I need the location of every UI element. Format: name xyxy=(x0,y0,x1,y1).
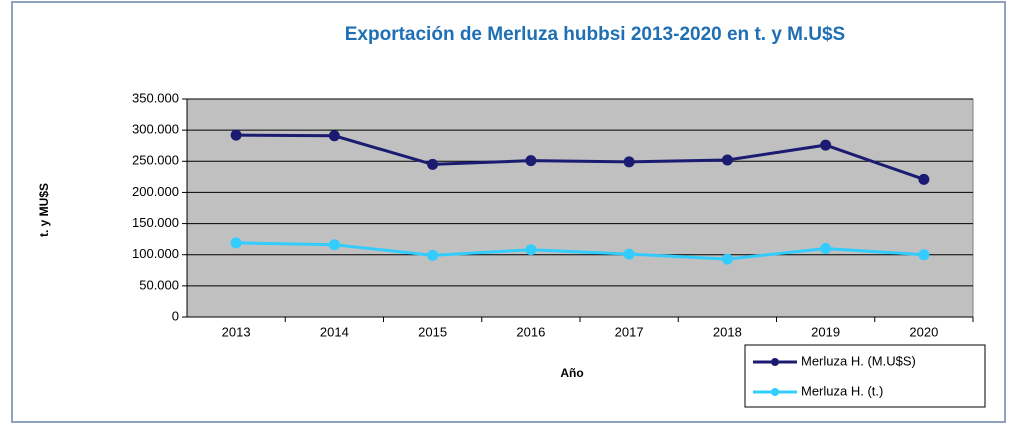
y-tick-label: 100.000 xyxy=(132,246,179,261)
x-tick-label: 2014 xyxy=(320,324,349,339)
series-marker xyxy=(820,139,832,151)
x-tick-label: 2015 xyxy=(418,324,447,339)
y-tick-label: 150.000 xyxy=(132,215,179,230)
series-marker xyxy=(328,130,340,142)
series-marker xyxy=(721,154,733,166)
series-marker xyxy=(525,244,537,256)
plot-area xyxy=(186,98,974,318)
y-tick-label: 50.000 xyxy=(139,277,179,292)
series-marker xyxy=(918,173,930,185)
series-marker xyxy=(427,249,439,261)
y-tick-label: 250.000 xyxy=(132,153,179,168)
series-line xyxy=(236,241,924,261)
x-tick-label: 2019 xyxy=(811,324,840,339)
series-marker xyxy=(525,155,537,167)
x-tick-label: 2017 xyxy=(615,324,644,339)
series-marker xyxy=(230,129,242,141)
x-tick-label: 2018 xyxy=(713,324,742,339)
series-line xyxy=(236,133,925,181)
y-tick-label: 350.000 xyxy=(132,90,179,105)
x-tick-label: 2016 xyxy=(516,324,545,339)
y-tick-label: 200.000 xyxy=(132,184,179,199)
series-marker xyxy=(427,158,439,170)
series-marker xyxy=(721,253,733,265)
legend-label: Merluza H. (M.U$S) xyxy=(801,353,916,368)
series-marker xyxy=(623,248,635,260)
x-axis-title: Año xyxy=(560,366,583,380)
series-marker xyxy=(623,156,635,168)
series-marker xyxy=(328,239,340,251)
series-marker xyxy=(918,249,930,261)
chart-title: Exportación de Merluza hubbsi 2013-2020 … xyxy=(345,24,846,45)
y-tick-label: 0 xyxy=(172,308,179,323)
legend-box xyxy=(744,344,986,408)
legend-marker xyxy=(771,388,779,396)
y-tick-label: 300.000 xyxy=(132,122,179,137)
x-tick-label: 2013 xyxy=(222,324,251,339)
x-tick-label: 2020 xyxy=(909,324,938,339)
y-axis-title: t. y MU$S xyxy=(37,183,51,237)
legend-marker xyxy=(771,358,779,366)
series-marker xyxy=(820,242,832,254)
series-marker xyxy=(230,237,242,249)
legend-label: Merluza H. (t.) xyxy=(801,383,883,398)
